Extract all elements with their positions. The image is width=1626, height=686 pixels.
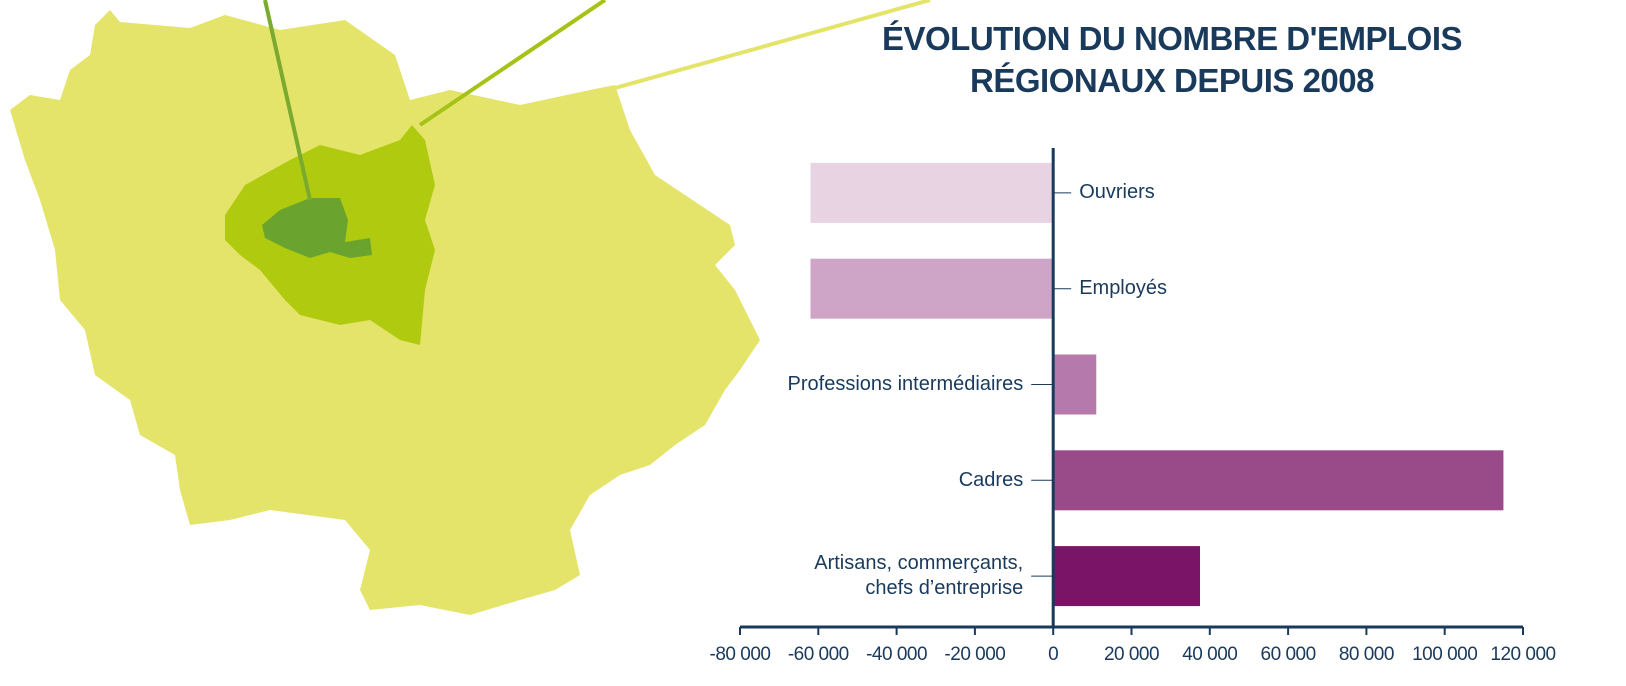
category-label: Employés <box>1079 277 1167 300</box>
x-tick-label: 40 000 <box>1182 644 1237 665</box>
x-tick-label: -40 000 <box>866 644 927 665</box>
region-inner <box>262 198 372 258</box>
x-tick-label: 100 000 <box>1412 644 1477 665</box>
category-label: Cadres <box>958 468 1024 491</box>
bar <box>810 162 1054 223</box>
x-tick-label: 60 000 <box>1261 644 1316 665</box>
bar <box>810 258 1054 319</box>
chart-title: ÉVOLUTION DU NOMBRE D'EMPLOIS RÉGIONAUX … <box>881 20 1463 99</box>
x-tick-label: 120 000 <box>1490 644 1555 665</box>
callout-line <box>418 0 607 127</box>
bar <box>1053 354 1097 415</box>
x-tick-label: 0 <box>1048 644 1058 665</box>
callout-line <box>614 0 931 90</box>
callout-line <box>263 0 312 201</box>
bar <box>1053 450 1504 511</box>
x-tick-label: 20 000 <box>1104 644 1159 665</box>
category-label: Ouvriers <box>1079 181 1155 204</box>
x-tick-label: -60 000 <box>788 644 849 665</box>
x-tick-label: -80 000 <box>710 644 771 665</box>
bar <box>1053 546 1201 607</box>
category-label: Professions intermédiaires <box>787 373 1024 395</box>
x-tick-label: 80 000 <box>1339 644 1394 665</box>
x-tick-label: -20 000 <box>944 644 1005 665</box>
category-label: Artisans, commerçants, chefs d’entrepris… <box>814 552 1024 600</box>
map <box>10 0 931 615</box>
